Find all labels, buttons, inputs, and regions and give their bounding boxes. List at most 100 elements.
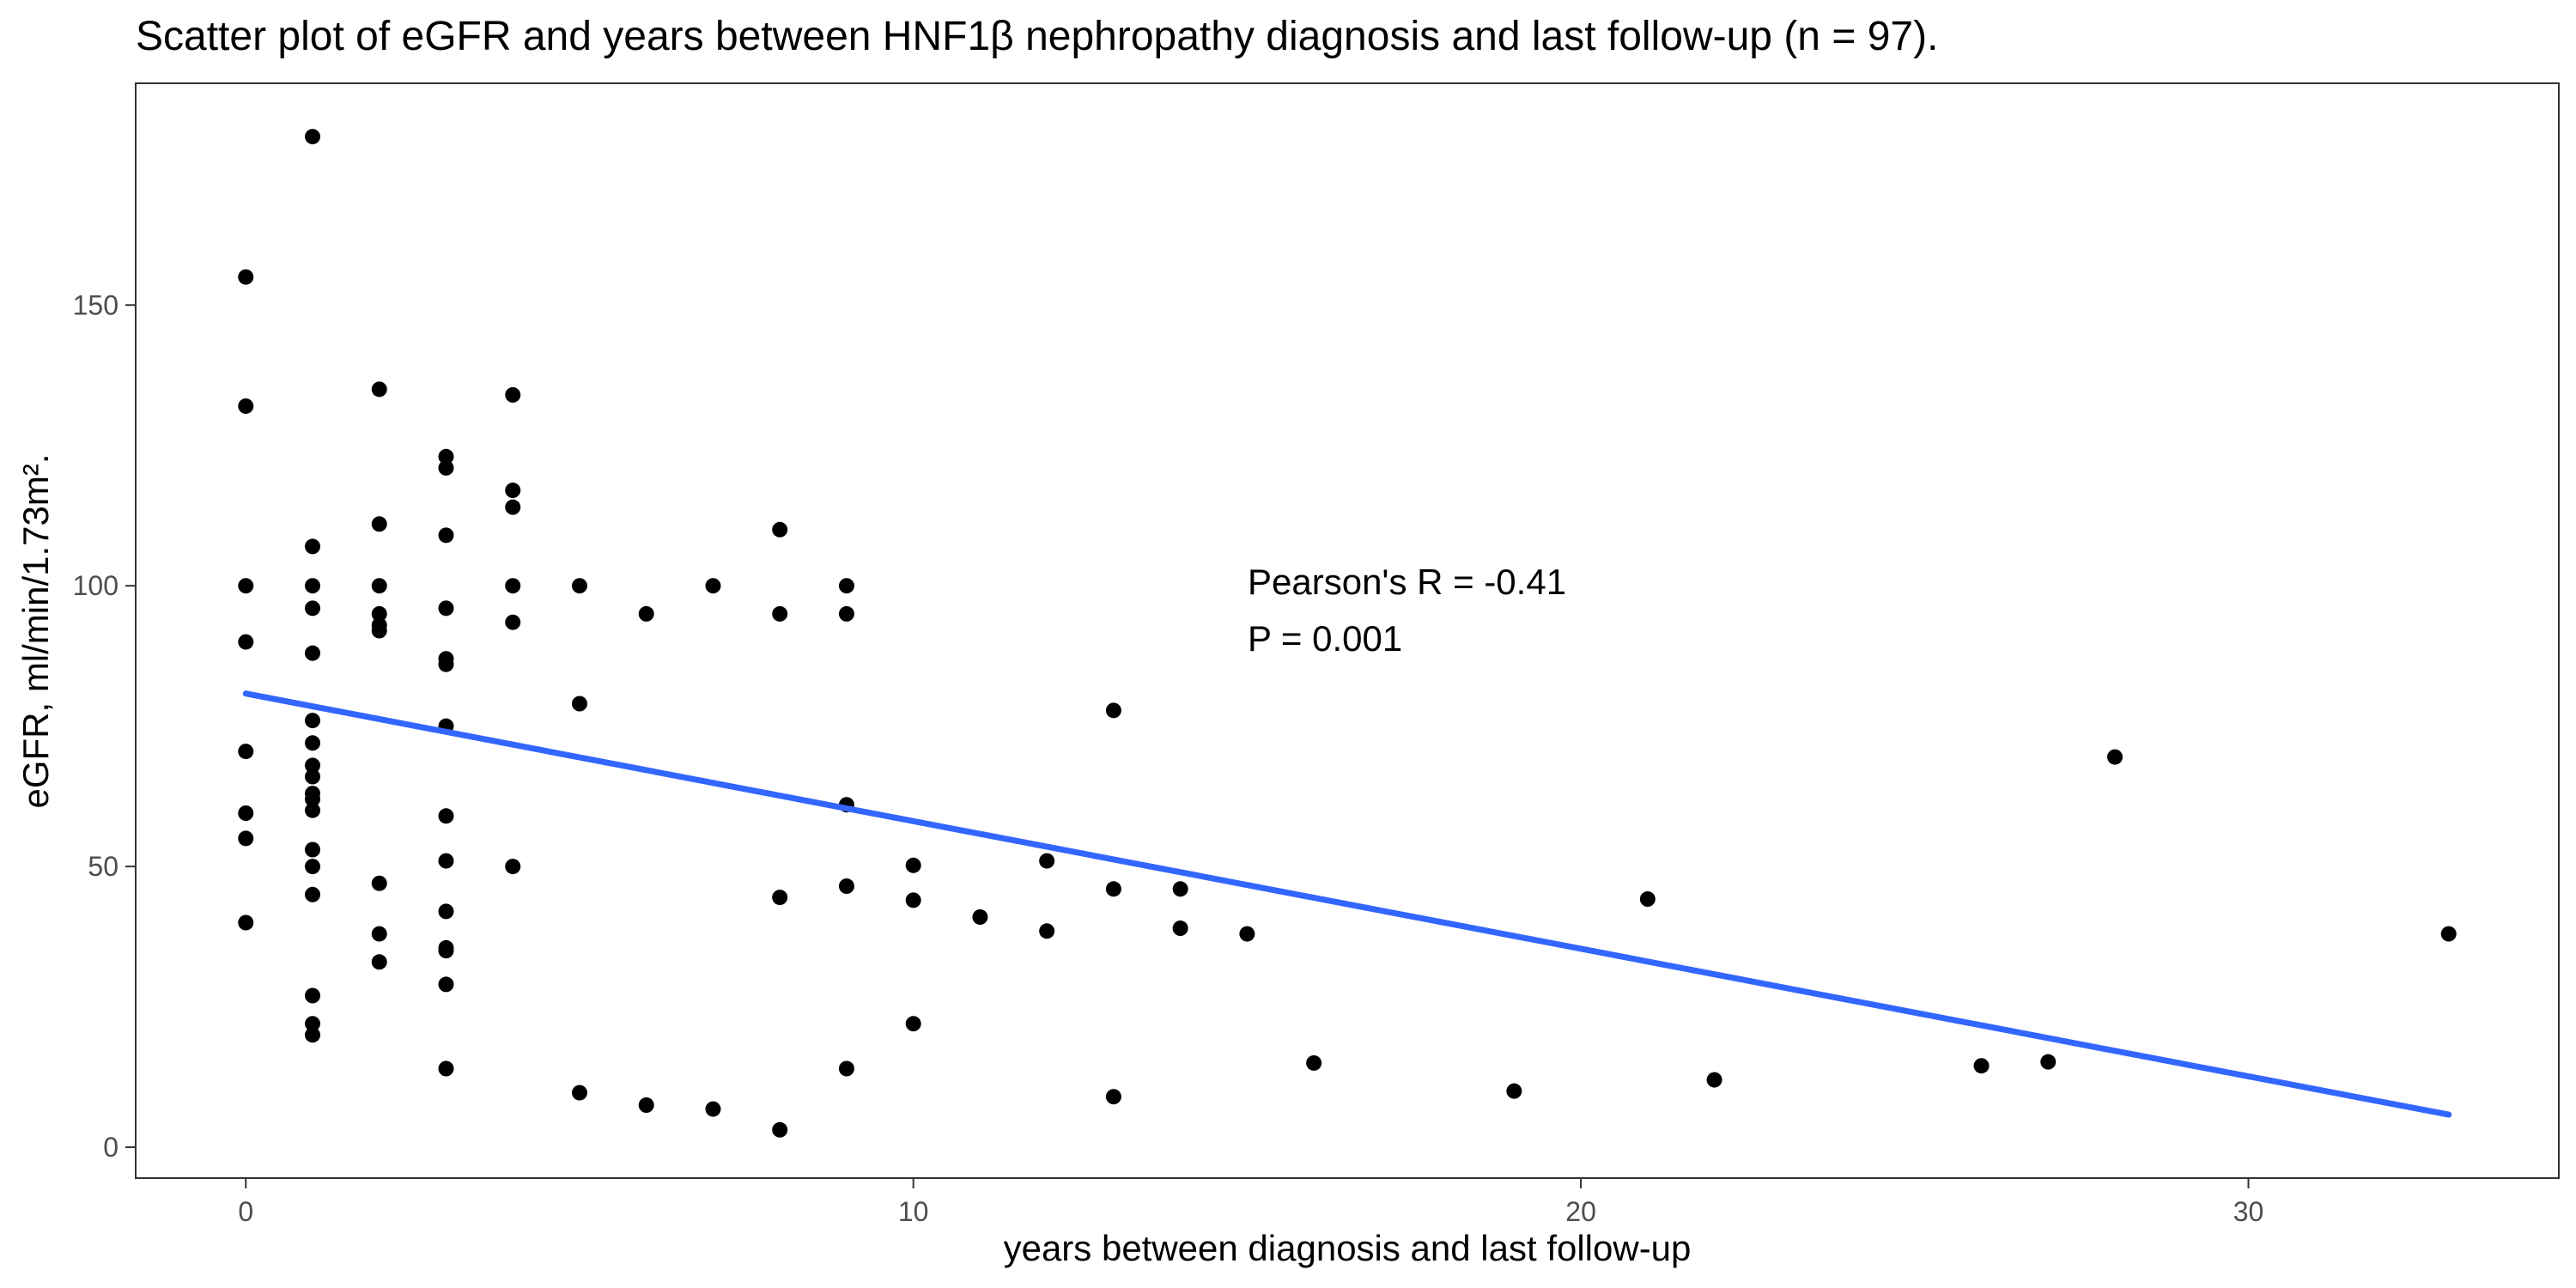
data-point bbox=[838, 605, 854, 622]
data-point bbox=[1306, 1054, 1322, 1071]
data-point bbox=[838, 878, 854, 894]
data-point bbox=[505, 499, 521, 515]
data-point bbox=[305, 735, 321, 751]
data-point bbox=[1172, 881, 1188, 897]
data-point bbox=[371, 516, 387, 532]
data-point bbox=[438, 943, 454, 959]
data-point bbox=[571, 1084, 587, 1101]
data-point bbox=[238, 269, 254, 285]
data-point bbox=[305, 791, 321, 807]
data-point bbox=[2040, 1054, 2057, 1070]
x-axis-title: years between diagnosis and last follow-… bbox=[1004, 1228, 1692, 1268]
data-point bbox=[305, 987, 321, 1004]
data-point bbox=[305, 886, 321, 902]
data-point bbox=[305, 841, 321, 858]
data-point bbox=[505, 483, 521, 499]
plot-panel bbox=[135, 82, 2560, 1179]
data-point bbox=[1105, 1089, 1121, 1105]
data-point bbox=[905, 857, 921, 873]
data-point bbox=[371, 605, 387, 622]
data-point bbox=[238, 830, 254, 847]
y-tick-label: 150 bbox=[73, 289, 118, 320]
data-point bbox=[305, 538, 321, 555]
data-point bbox=[305, 645, 321, 661]
data-point bbox=[772, 1121, 788, 1138]
regression-line bbox=[242, 690, 2452, 1118]
data-point bbox=[371, 926, 387, 942]
data-point bbox=[1039, 853, 1055, 869]
data-point bbox=[1039, 923, 1055, 939]
data-point bbox=[438, 853, 454, 869]
data-point bbox=[571, 578, 587, 594]
data-point bbox=[305, 859, 321, 875]
data-point bbox=[371, 578, 387, 594]
data-point bbox=[238, 398, 254, 414]
data-point bbox=[505, 578, 521, 594]
data-point bbox=[838, 578, 854, 594]
data-point bbox=[2107, 749, 2123, 765]
data-point bbox=[305, 1027, 321, 1043]
data-point bbox=[305, 600, 321, 617]
data-point bbox=[2440, 926, 2457, 942]
data-point bbox=[505, 386, 521, 403]
data-point bbox=[638, 1097, 654, 1113]
y-tick-label: 0 bbox=[103, 1132, 118, 1163]
data-point bbox=[1105, 881, 1121, 897]
x-axis: 0 10 20 30 bbox=[238, 1178, 2263, 1227]
data-point bbox=[905, 1016, 921, 1032]
y-axis-title: eGFR, ml/min/1.73m². bbox=[15, 453, 56, 808]
data-point bbox=[305, 578, 321, 594]
data-point bbox=[1506, 1083, 1522, 1099]
data-point bbox=[705, 1101, 721, 1117]
data-point bbox=[772, 521, 788, 538]
data-point bbox=[772, 890, 788, 906]
data-point bbox=[238, 634, 254, 650]
data-point bbox=[772, 605, 788, 622]
data-point bbox=[238, 914, 254, 931]
data-point bbox=[438, 527, 454, 544]
data-point bbox=[438, 1060, 454, 1077]
data-point bbox=[505, 614, 521, 630]
data-point bbox=[371, 875, 387, 891]
data-point bbox=[238, 578, 254, 594]
x-tick-label: 30 bbox=[2233, 1196, 2264, 1227]
data-point bbox=[838, 1060, 854, 1077]
data-point bbox=[705, 578, 721, 594]
x-tick-label: 10 bbox=[898, 1196, 929, 1227]
x-tick-label: 0 bbox=[238, 1196, 253, 1227]
data-point bbox=[571, 696, 587, 712]
pearson-r-annotation: Pearson's R = -0.41 bbox=[1248, 562, 1566, 602]
data-point bbox=[1973, 1058, 1990, 1074]
data-point bbox=[1105, 702, 1121, 719]
y-tick-label: 50 bbox=[88, 851, 118, 882]
data-point bbox=[305, 769, 321, 785]
data-point bbox=[371, 381, 387, 398]
data-point bbox=[438, 459, 454, 476]
data-point bbox=[972, 908, 988, 925]
y-tick-label: 100 bbox=[73, 570, 118, 601]
data-point bbox=[1639, 891, 1656, 908]
data-point bbox=[305, 1016, 321, 1032]
data-point bbox=[1239, 926, 1255, 942]
data-point bbox=[305, 713, 321, 729]
data-point bbox=[505, 859, 521, 875]
data-point bbox=[438, 903, 454, 920]
chart-title: Scatter plot of eGFR and years between H… bbox=[136, 14, 1938, 59]
data-point bbox=[305, 802, 321, 818]
data-point bbox=[1172, 920, 1188, 937]
data-point bbox=[238, 805, 254, 821]
data-point bbox=[371, 623, 387, 639]
data-point bbox=[438, 600, 454, 617]
data-point bbox=[438, 808, 454, 824]
data-point bbox=[638, 605, 654, 622]
data-point bbox=[438, 976, 454, 993]
p-value-annotation: P = 0.001 bbox=[1248, 618, 1402, 659]
data-point bbox=[438, 448, 454, 465]
data-point bbox=[305, 129, 321, 145]
data-point bbox=[1706, 1072, 1722, 1088]
data-point bbox=[371, 954, 387, 970]
data-point bbox=[905, 892, 921, 908]
y-axis: 0 50 100 150 bbox=[73, 289, 136, 1163]
